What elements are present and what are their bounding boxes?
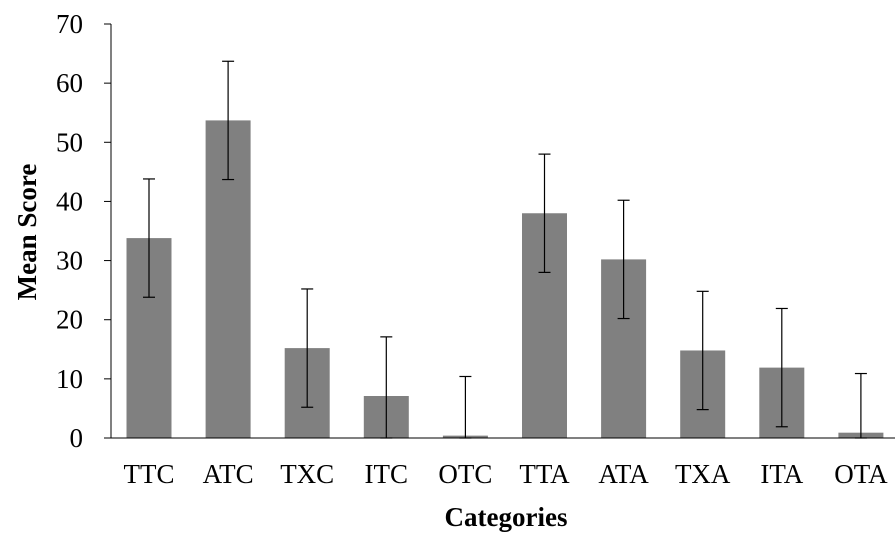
y-tick-label: 20 (56, 305, 83, 335)
y-axis-title: Mean Score (12, 164, 42, 301)
error-bar-txc (301, 288, 314, 408)
x-tick-label: ITC (365, 459, 409, 489)
y-tick-label: 0 (70, 423, 84, 453)
x-tick-label: ATA (598, 459, 649, 489)
y-tick-label: 30 (56, 246, 83, 276)
x-tick-label: ITA (760, 459, 803, 489)
x-tick-label: TTA (519, 459, 570, 489)
x-tick-label: TTC (124, 459, 175, 489)
y-tick-label: 50 (56, 127, 83, 157)
x-axis: TTC ATC TXC ITC OTC TTA ATA TXA ITA OTA (111, 437, 895, 489)
x-tick-label: TXA (675, 459, 731, 489)
y-tick-label: 40 (56, 186, 83, 216)
bars (126, 120, 884, 438)
y-tick-label: 60 (56, 68, 83, 98)
y-tick-label: 70 (56, 9, 83, 39)
error-bar-ttc (143, 178, 155, 298)
error-bar-ota (854, 372, 867, 439)
error-bars (143, 60, 867, 439)
x-tick-label: OTA (834, 459, 888, 489)
error-bar-atc (222, 60, 235, 181)
x-tick-label: OTC (438, 459, 492, 489)
error-bar-txa (696, 290, 709, 411)
error-bar-otc (459, 375, 472, 439)
x-axis-title: Categories (445, 502, 568, 532)
error-bar-tta (538, 153, 551, 273)
error-bar-ita (775, 307, 788, 428)
error-bar-ata (617, 199, 630, 320)
y-tick-label: 10 (56, 364, 83, 394)
x-tick-label: TXC (280, 459, 334, 489)
x-tick-label: ATC (203, 459, 254, 489)
y-axis: 0 10 20 30 40 50 60 70 (56, 9, 112, 453)
